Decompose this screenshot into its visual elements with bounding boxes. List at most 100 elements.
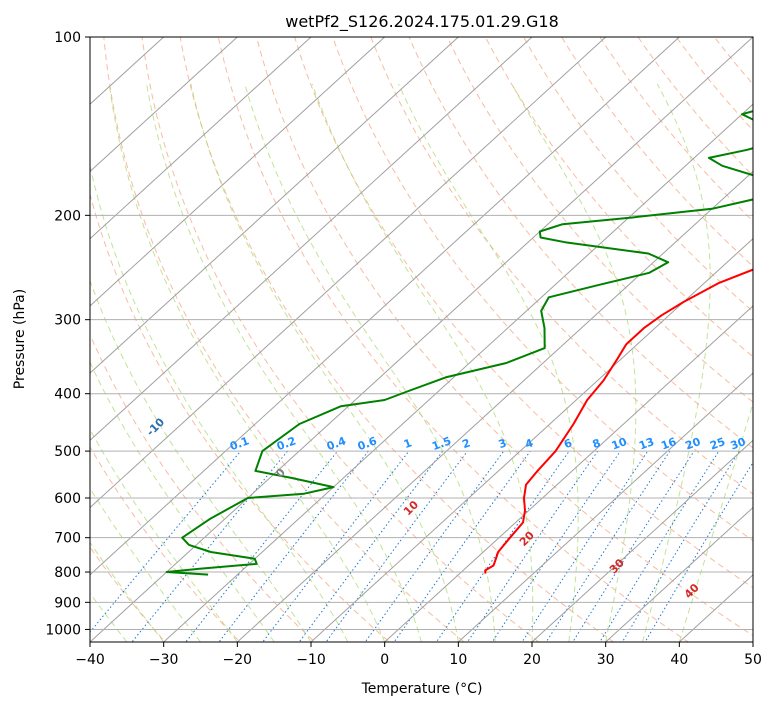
- moist-adiabat-line: [190, 83, 459, 642]
- isotherm-line: [678, 574, 753, 642]
- x-tick-label: 20: [523, 652, 541, 668]
- dry-adiabat-line: [294, 37, 753, 589]
- mixing-ratio-line: [545, 450, 671, 642]
- mixing-ratio-label: 0.4: [325, 434, 348, 453]
- x-tick-label: 0: [380, 652, 389, 668]
- dry-adiabat-line: [255, 37, 753, 637]
- x-tick-label: −10: [296, 652, 326, 668]
- mixing-ratio-label: 2: [460, 436, 472, 451]
- moist-adiabat-line: [398, 83, 579, 642]
- isotherm-line: [90, 37, 681, 576]
- mixing-ratio-label: 10: [610, 435, 629, 453]
- dry-adiabat-label: -10: [144, 415, 167, 438]
- mixing-ratio-line: [521, 450, 649, 642]
- mixing-ratio-line: [364, 450, 505, 642]
- isotherm-line: [162, 103, 753, 642]
- moist-adiabat-line: [90, 361, 275, 642]
- isotherm-line: [90, 37, 753, 642]
- x-axis: −40 −30 −20 −10 0 10 20 30 40 50: [75, 642, 762, 668]
- y-tick-label: 700: [54, 531, 81, 547]
- isotherm-line: [90, 37, 312, 240]
- dry-adiabat-line: [408, 37, 753, 449]
- y-tick-label: 300: [54, 313, 81, 329]
- isotherm-line: [383, 305, 753, 642]
- moist-adiabat-line: [90, 163, 349, 642]
- isotherm-line: [310, 237, 753, 642]
- mixing-ratio-label: 3: [497, 436, 509, 451]
- isotherm-line: [90, 37, 386, 307]
- isotherm-line: [752, 641, 753, 642]
- y-axis: 100 200 300 400 500 600 700 800 900 1000: [45, 30, 90, 638]
- dry-adiabat-line: [675, 37, 753, 131]
- moist-adiabat-line: [146, 83, 422, 642]
- mixing-ratio-line: [131, 450, 288, 642]
- mixing-ratio-label: 8: [591, 436, 603, 451]
- y-tick-label: 500: [54, 444, 81, 460]
- isotherm-line: [236, 170, 753, 642]
- moist-adiabat-line: [90, 428, 238, 642]
- profile-line: [484, 268, 753, 574]
- mixing-ratio-label: 13: [637, 435, 656, 452]
- x-tick-label: −40: [75, 652, 105, 668]
- mixing-ratio-label: 0.1: [228, 434, 251, 453]
- moist-adiabat-label: 40: [682, 581, 702, 601]
- y-tick-label: 200: [54, 208, 81, 224]
- dry-adiabat-line: [141, 37, 540, 642]
- moist-adiabat-line: [90, 592, 128, 642]
- isotherm-line: [531, 439, 753, 642]
- mixing-ratio-label: 16: [659, 435, 678, 453]
- mixing-ratio-label: 0.6: [356, 434, 379, 453]
- mixing-ratio-label: 1: [402, 436, 414, 451]
- moist-adiabat-line: [90, 541, 165, 642]
- moist-adiabat-label: 10: [401, 498, 421, 518]
- mixing-ratio-label: 4: [523, 436, 535, 451]
- moist-adiabat-label: 20: [517, 529, 537, 549]
- mixing-ratio-label: 6: [562, 436, 574, 451]
- dry-adiabat-line: [484, 37, 753, 358]
- isotherm-line: [90, 37, 533, 442]
- dry-adiabat-line: [370, 37, 753, 495]
- mixing-ratio-line: [218, 450, 369, 642]
- y-axis-label: Pressure (hPa): [12, 289, 28, 389]
- isotherm-line: [90, 37, 607, 509]
- moist-adiabat-line: [678, 401, 753, 642]
- mixing-ratio-label: 30: [729, 435, 748, 453]
- y-tick-label: 1000: [45, 622, 81, 638]
- dry-adiabat-line: [179, 37, 615, 642]
- moist-adiabat-line: [244, 83, 496, 642]
- profile-line: [165, 110, 753, 576]
- moist-adiabat-line: [511, 83, 637, 642]
- dry-adiabat-line: [751, 37, 753, 39]
- chart-title: wetPf2_S126.2024.175.01.29.G18: [285, 12, 559, 32]
- dry-adiabat-line: [90, 333, 316, 642]
- y-tick-label: 900: [54, 595, 81, 611]
- moist-adiabat-label: 30: [607, 556, 627, 576]
- moist-adiabat-line: [311, 83, 534, 642]
- mixing-ratio-label: 25: [708, 435, 727, 452]
- x-tick-label: 40: [670, 652, 688, 668]
- dry-adiabat-line: [713, 37, 753, 85]
- moist-adiabat-line: [90, 279, 312, 642]
- moist-adiabat-line: [90, 487, 201, 642]
- x-tick-label: 30: [597, 652, 615, 668]
- dry-adiabat-line: [90, 445, 241, 642]
- x-tick-label: −30: [149, 652, 179, 668]
- y-tick-label: 400: [54, 387, 81, 403]
- dry-adiabat-line: [332, 37, 753, 542]
- isotherm-line: [90, 37, 460, 374]
- isotherm-line: [604, 506, 753, 642]
- y-tick-label: 100: [54, 30, 81, 46]
- dry-adiabat-line: [103, 37, 465, 642]
- x-axis-label: Temperature (°C): [361, 681, 483, 697]
- dry-adiabat-line: [446, 37, 753, 403]
- mixing-ratio-label: 0.2: [275, 434, 298, 453]
- x-tick-label: −20: [223, 652, 253, 668]
- x-tick-label: 10: [449, 652, 467, 668]
- plot-frame: [89, 36, 754, 643]
- dry-adiabat-line: [217, 37, 690, 642]
- y-tick-label: 800: [54, 565, 81, 581]
- mixing-ratio-label: 20: [683, 435, 702, 453]
- dry-adiabat-line: [523, 37, 753, 313]
